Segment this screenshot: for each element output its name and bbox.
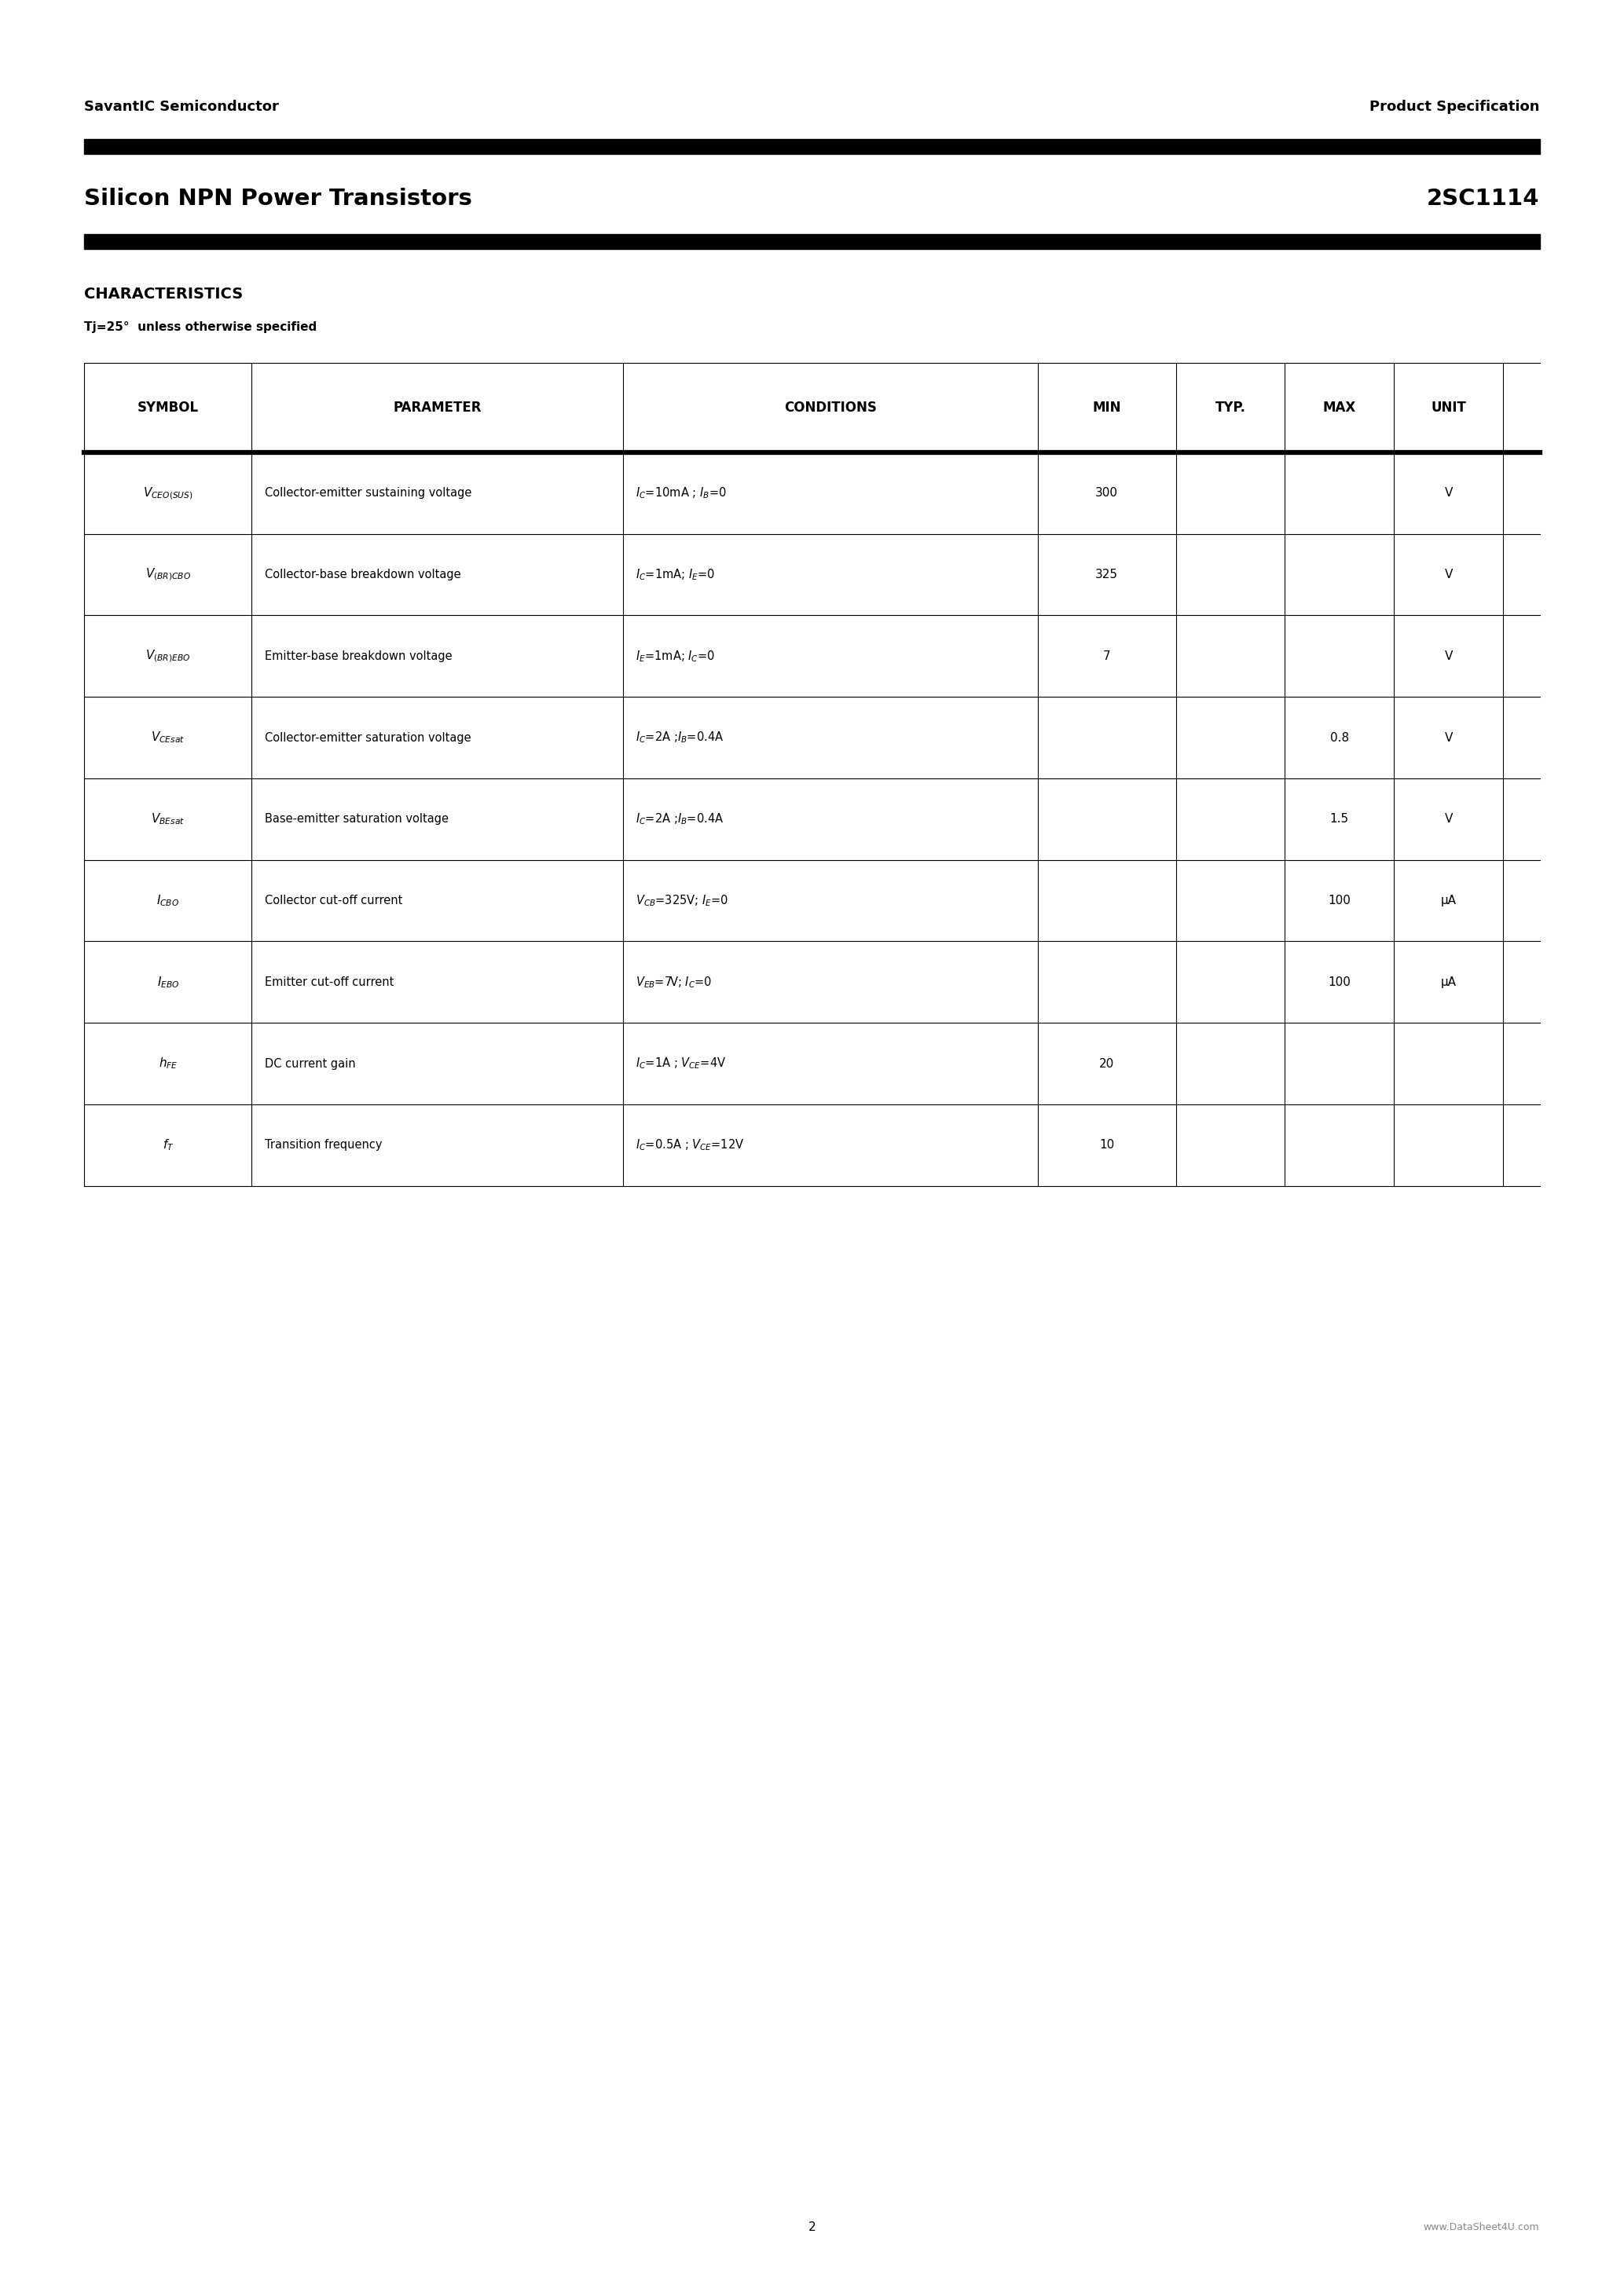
Text: $I_E$=1mA; $I_C$=0: $I_E$=1mA; $I_C$=0 <box>637 650 715 664</box>
Text: 325: 325 <box>1095 569 1117 581</box>
Text: V: V <box>1444 487 1453 498</box>
Text: Tj=25°  unless otherwise specified: Tj=25° unless otherwise specified <box>84 321 317 333</box>
Text: 2SC1114: 2SC1114 <box>1427 188 1540 209</box>
Text: 0.8: 0.8 <box>1330 732 1350 744</box>
Text: Silicon NPN Power Transistors: Silicon NPN Power Transistors <box>84 188 473 209</box>
Text: 1.5: 1.5 <box>1330 813 1350 824</box>
Text: $I_{EBO}$: $I_{EBO}$ <box>158 976 179 990</box>
Text: Product Specification: Product Specification <box>1369 99 1540 115</box>
Text: Base-emitter saturation voltage: Base-emitter saturation voltage <box>265 813 448 824</box>
Text: SavantIC Semiconductor: SavantIC Semiconductor <box>84 99 279 115</box>
Text: $V_{CEO(SUS)}$: $V_{CEO(SUS)}$ <box>143 484 193 501</box>
Text: $f_T$: $f_T$ <box>162 1139 174 1153</box>
Text: $h_{FE}$: $h_{FE}$ <box>159 1056 177 1070</box>
Text: $V_{CB}$=325V; $I_E$=0: $V_{CB}$=325V; $I_E$=0 <box>637 893 729 907</box>
Text: V: V <box>1444 569 1453 581</box>
Text: www.DataSheet4U.com: www.DataSheet4U.com <box>1424 2223 1540 2232</box>
Text: Emitter cut-off current: Emitter cut-off current <box>265 976 395 987</box>
Text: CHARACTERISTICS: CHARACTERISTICS <box>84 287 244 301</box>
Text: V: V <box>1444 732 1453 744</box>
Text: $V_{CEsat}$: $V_{CEsat}$ <box>151 730 185 744</box>
Text: 20: 20 <box>1099 1058 1114 1070</box>
Text: Collector-emitter sustaining voltage: Collector-emitter sustaining voltage <box>265 487 471 498</box>
Text: 7: 7 <box>1103 650 1111 661</box>
Text: $I_C$=1A ; $V_{CE}$=4V: $I_C$=1A ; $V_{CE}$=4V <box>637 1056 726 1070</box>
Text: 10: 10 <box>1099 1139 1114 1150</box>
Text: PARAMETER: PARAMETER <box>393 400 481 416</box>
Text: $I_{CBO}$: $I_{CBO}$ <box>156 893 180 907</box>
Text: SYMBOL: SYMBOL <box>138 400 198 416</box>
Text: $I_C$=2A ;$I_B$=0.4A: $I_C$=2A ;$I_B$=0.4A <box>637 813 724 827</box>
Text: Collector-emitter saturation voltage: Collector-emitter saturation voltage <box>265 732 471 744</box>
Text: 100: 100 <box>1328 976 1351 987</box>
Text: $I_C$=10mA ; $I_B$=0: $I_C$=10mA ; $I_B$=0 <box>637 487 726 501</box>
Text: $V_{BEsat}$: $V_{BEsat}$ <box>151 813 185 827</box>
Text: V: V <box>1444 650 1453 661</box>
Text: TYP.: TYP. <box>1215 400 1246 416</box>
Text: MAX: MAX <box>1324 400 1356 416</box>
Text: CONDITIONS: CONDITIONS <box>784 400 877 416</box>
Text: DC current gain: DC current gain <box>265 1058 356 1070</box>
Text: $V_{EB}$=7V; $I_C$=0: $V_{EB}$=7V; $I_C$=0 <box>637 976 713 990</box>
Text: μA: μA <box>1440 895 1457 907</box>
Text: $I_C$=1mA; $I_E$=0: $I_C$=1mA; $I_E$=0 <box>637 567 715 581</box>
Text: 2: 2 <box>809 2220 815 2234</box>
Text: 100: 100 <box>1328 895 1351 907</box>
Text: V: V <box>1444 813 1453 824</box>
Text: UNIT: UNIT <box>1431 400 1466 416</box>
Text: Transition frequency: Transition frequency <box>265 1139 382 1150</box>
Text: $V_{(BR)EBO}$: $V_{(BR)EBO}$ <box>146 647 190 664</box>
Text: MIN: MIN <box>1093 400 1121 416</box>
Text: $I_C$=0.5A ; $V_{CE}$=12V: $I_C$=0.5A ; $V_{CE}$=12V <box>637 1139 745 1153</box>
Text: $I_C$=2A ;$I_B$=0.4A: $I_C$=2A ;$I_B$=0.4A <box>637 730 724 744</box>
Text: $V_{(BR)CBO}$: $V_{(BR)CBO}$ <box>145 567 192 583</box>
Text: Collector-base breakdown voltage: Collector-base breakdown voltage <box>265 569 461 581</box>
Text: Emitter-base breakdown voltage: Emitter-base breakdown voltage <box>265 650 451 661</box>
Text: 300: 300 <box>1095 487 1117 498</box>
Text: Collector cut-off current: Collector cut-off current <box>265 895 403 907</box>
Text: μA: μA <box>1440 976 1457 987</box>
